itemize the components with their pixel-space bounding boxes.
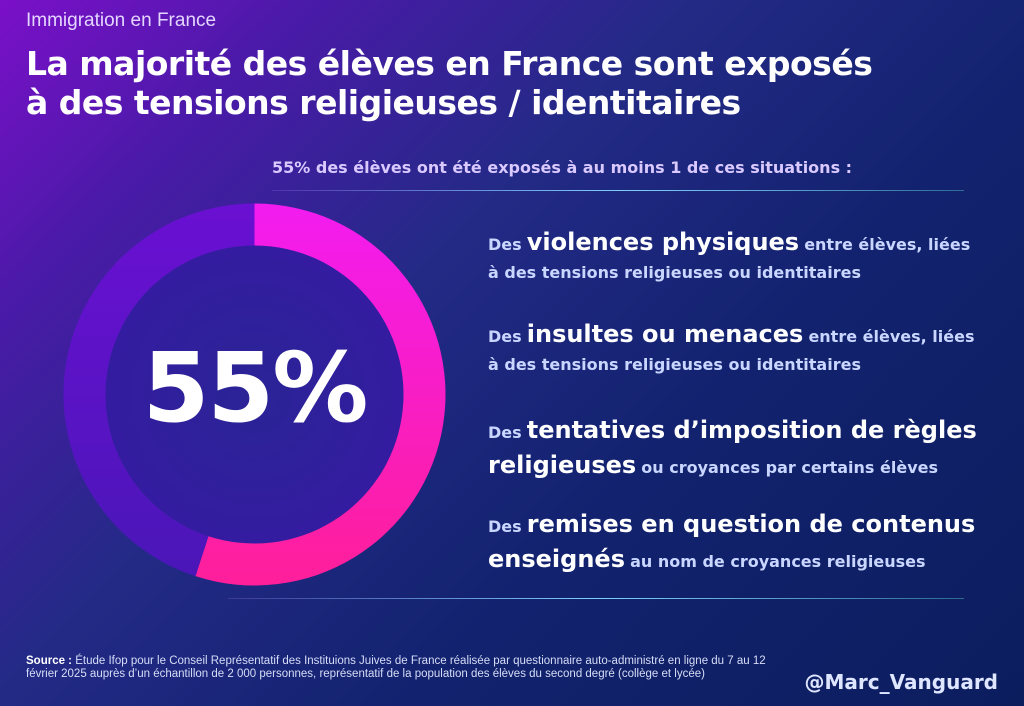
author-handle: @Marc_Vanguard [804,670,998,694]
donut-slice-non-exposes [63,203,255,577]
item-line-2: ou croyances par certains élèves [641,458,938,477]
item-highlight: remises en question de contenus [526,510,976,538]
donut-svg [63,203,446,586]
item-prefix: Des [488,327,522,346]
chart-headline: 55% des élèves ont été exposés à au moin… [272,158,853,177]
list-item: Des violences physiques entre élèves, li… [488,226,998,285]
item-text: entre élèves, liées [808,327,975,346]
donut-slice-exposes [195,203,446,586]
donut-chart: 55% [62,202,447,587]
list-item: Des tentatives d’imposition de règles re… [488,414,998,484]
item-highlight-2: enseignés [488,545,625,573]
item-highlight-2: religieuses [488,451,637,479]
donut-hole [105,245,404,544]
divider-bottom [228,598,964,599]
divider-top [272,190,964,191]
source-label: Source : [26,655,73,667]
item-line-2: à des tensions religieuses ou identitair… [488,263,861,282]
item-line-2: à des tensions religieuses ou identitair… [488,355,861,374]
item-highlight: violences physiques [526,228,800,256]
item-prefix: Des [488,235,522,254]
item-line-2: au nom de croyances religieuses [630,552,926,571]
page-title: La majorité des élèves en France sont ex… [26,44,926,122]
item-highlight: insultes ou menaces [526,320,804,348]
title-line-2: à des tensions religieuses / identitaire… [26,83,741,122]
item-prefix: Des [488,517,522,536]
list-item: Des insultes ou menaces entre élèves, li… [488,318,998,377]
item-highlight: tentatives d’imposition de règles [526,416,977,444]
kicker: Immigration en France [26,10,217,31]
item-prefix: Des [488,423,522,442]
source-text: Étude Ifop pour le Conseil Représentatif… [26,655,766,680]
source-note: Source : Étude Ifop pour le Conseil Repr… [26,655,786,681]
item-text: entre élèves, liées [804,235,971,254]
list-item: Des remises en question de contenus ense… [488,508,998,578]
title-line-1: La majorité des élèves en France sont ex… [26,44,873,83]
center-value: 55% [142,332,369,444]
